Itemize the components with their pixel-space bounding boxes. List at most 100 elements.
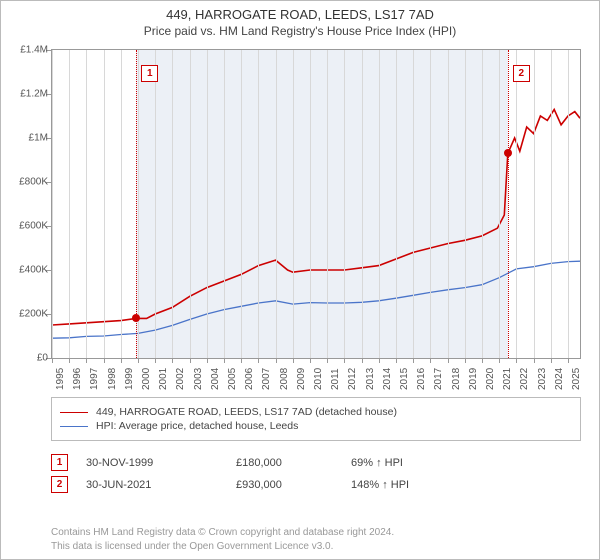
x-tick	[482, 358, 483, 363]
gridline-v	[172, 50, 173, 358]
series-line-price_paid	[52, 109, 580, 325]
x-axis-label: 2012	[347, 368, 358, 390]
x-tick	[224, 358, 225, 363]
gridline-v	[327, 50, 328, 358]
gridline-v	[155, 50, 156, 358]
y-axis-label: £800K	[4, 177, 48, 188]
legend-label-hpi: HPI: Average price, detached house, Leed…	[96, 420, 298, 432]
x-tick	[327, 358, 328, 363]
plot-area: 1995199619971998199920002001200220032004…	[51, 49, 581, 359]
x-axis-label: 2000	[141, 368, 152, 390]
sale-marker-box: 2	[51, 476, 68, 493]
x-axis-label: 2019	[468, 368, 479, 390]
x-tick	[534, 358, 535, 363]
x-axis-label: 2022	[519, 368, 530, 390]
gridline-v	[121, 50, 122, 358]
sale-marker-badge: 1	[141, 65, 158, 82]
x-tick	[69, 358, 70, 363]
y-axis-label: £400K	[4, 265, 48, 276]
legend-row-price-paid: 449, HARROGATE ROAD, LEEDS, LS17 7AD (de…	[60, 406, 572, 418]
gridline-v	[551, 50, 552, 358]
x-axis-label: 2008	[279, 368, 290, 390]
x-axis-label: 2001	[158, 368, 169, 390]
gridline-v	[190, 50, 191, 358]
chart-subtitle: Price paid vs. HM Land Registry's House …	[1, 24, 599, 38]
sale-dot	[132, 314, 140, 322]
x-tick	[104, 358, 105, 363]
legend-swatch-price-paid	[60, 412, 88, 413]
chart-lines-svg	[52, 50, 580, 358]
gridline-v	[258, 50, 259, 358]
y-axis-label: £600K	[4, 221, 48, 232]
y-axis-label: £1M	[4, 133, 48, 144]
x-axis-label: 1995	[55, 368, 66, 390]
sale-marker-badge: 2	[513, 65, 530, 82]
gridline-v	[499, 50, 500, 358]
footer-attribution: Contains HM Land Registry data © Crown c…	[51, 526, 581, 553]
sales-row: 1 30-NOV-1999 £180,000 69% ↑ HPI	[51, 454, 581, 471]
gridline-v	[276, 50, 277, 358]
footer-line2: This data is licensed under the Open Gov…	[51, 540, 581, 554]
x-tick	[310, 358, 311, 363]
x-tick	[258, 358, 259, 363]
x-axis-label: 1996	[72, 368, 83, 390]
sales-row: 2 30-JUN-2021 £930,000 148% ↑ HPI	[51, 476, 581, 493]
sale-delta: 69% ↑ HPI	[351, 457, 471, 469]
x-tick	[499, 358, 500, 363]
x-axis-label: 2021	[502, 368, 513, 390]
x-tick	[362, 358, 363, 363]
x-axis-label: 2005	[227, 368, 238, 390]
gridline-v	[207, 50, 208, 358]
y-axis-label: £1.4M	[4, 45, 48, 56]
sale-delta: 148% ↑ HPI	[351, 479, 471, 491]
footer-line1: Contains HM Land Registry data © Crown c…	[51, 526, 581, 540]
x-axis-label: 2006	[244, 368, 255, 390]
x-tick	[86, 358, 87, 363]
x-axis-label: 2016	[416, 368, 427, 390]
sale-date: 30-NOV-1999	[86, 457, 236, 469]
gridline-v	[138, 50, 139, 358]
legend-row-hpi: HPI: Average price, detached house, Leed…	[60, 420, 572, 432]
x-axis-label: 2017	[433, 368, 444, 390]
gridline-v	[448, 50, 449, 358]
x-tick	[448, 358, 449, 363]
gridline-v	[465, 50, 466, 358]
y-axis-label: £0	[4, 353, 48, 364]
sale-dot	[504, 149, 512, 157]
x-tick	[138, 358, 139, 363]
x-tick	[568, 358, 569, 363]
gridline-v	[482, 50, 483, 358]
x-tick	[52, 358, 53, 363]
gridline-v	[241, 50, 242, 358]
gridline-v	[224, 50, 225, 358]
gridline-v	[379, 50, 380, 358]
x-axis-label: 2007	[261, 368, 272, 390]
x-tick	[344, 358, 345, 363]
gridline-v	[568, 50, 569, 358]
gridline-v	[310, 50, 311, 358]
x-axis-label: 1999	[124, 368, 135, 390]
sale-marker-box: 1	[51, 454, 68, 471]
sale-price: £930,000	[236, 479, 351, 491]
x-axis-label: 2003	[193, 368, 204, 390]
gridline-v	[396, 50, 397, 358]
gridline-v	[534, 50, 535, 358]
x-axis-label: 2013	[365, 368, 376, 390]
sale-vertical-line	[136, 50, 137, 358]
x-axis-label: 2025	[571, 368, 582, 390]
sale-date: 30-JUN-2021	[86, 479, 236, 491]
x-tick	[465, 358, 466, 363]
x-axis-label: 2009	[296, 368, 307, 390]
gridline-v	[104, 50, 105, 358]
x-tick	[172, 358, 173, 363]
x-axis-label: 2015	[399, 368, 410, 390]
legend-swatch-hpi	[60, 426, 88, 427]
x-tick	[155, 358, 156, 363]
x-axis-label: 2011	[330, 368, 341, 390]
x-tick	[293, 358, 294, 363]
x-tick	[551, 358, 552, 363]
x-tick	[379, 358, 380, 363]
x-axis-label: 2023	[537, 368, 548, 390]
gridline-v	[362, 50, 363, 358]
gridline-v	[344, 50, 345, 358]
